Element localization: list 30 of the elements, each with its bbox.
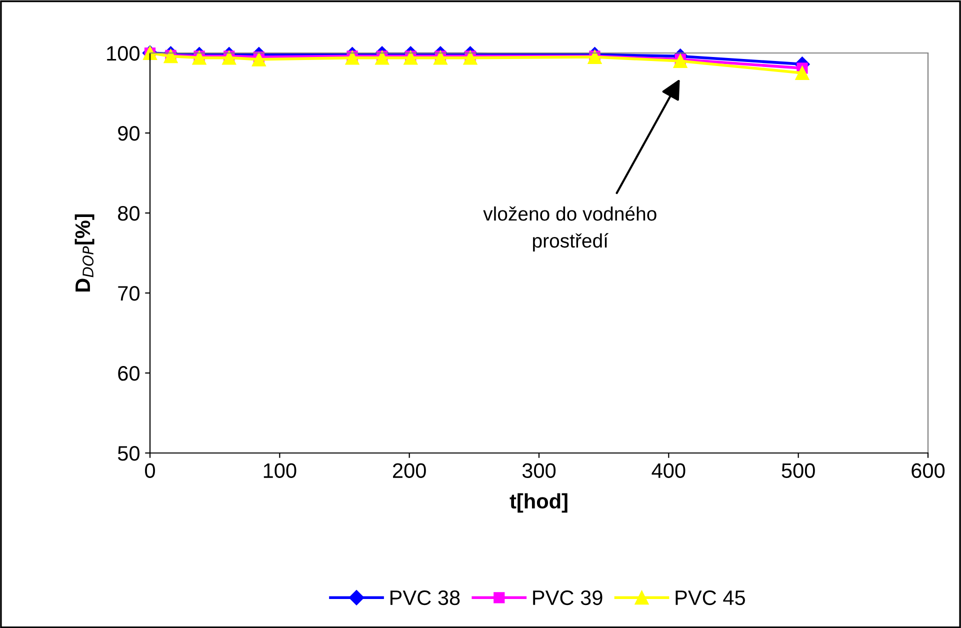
y-tick-label: 100 <box>107 46 140 61</box>
point <box>345 50 360 65</box>
point <box>164 49 178 64</box>
point <box>192 50 206 65</box>
x-tick-label: 0 <box>145 463 155 478</box>
legend-label: PVC 45 <box>676 590 745 606</box>
x-tick-label: 300 <box>522 463 556 478</box>
y-tick-label: 70 <box>118 286 140 301</box>
point <box>375 50 390 65</box>
legend-label: PVC 39 <box>533 590 602 606</box>
x-axis-title: t[hod] <box>510 493 568 513</box>
y-tick-label: 90 <box>118 126 140 141</box>
legend-label: PVC 38 <box>390 590 460 606</box>
point <box>463 50 478 65</box>
x-tick-label: 200 <box>393 463 426 478</box>
point <box>252 52 266 66</box>
x-tick-label: 400 <box>652 463 686 478</box>
annotation: vloženo do vodného prostředí <box>483 206 656 252</box>
x-tick-label: 600 <box>912 463 945 478</box>
y-axis-title: D$_{DOP}$[%] <box>74 214 94 292</box>
y-tick-label: 80 <box>118 206 140 221</box>
point <box>222 50 236 65</box>
y-tick-label: 50 <box>118 446 140 461</box>
point <box>795 66 810 80</box>
point <box>434 50 448 65</box>
x-tick-label: 100 <box>264 463 296 478</box>
x-tick-label: 500 <box>782 463 815 478</box>
point <box>404 50 418 65</box>
y-tick-label: 60 <box>118 366 140 381</box>
point <box>673 54 688 68</box>
